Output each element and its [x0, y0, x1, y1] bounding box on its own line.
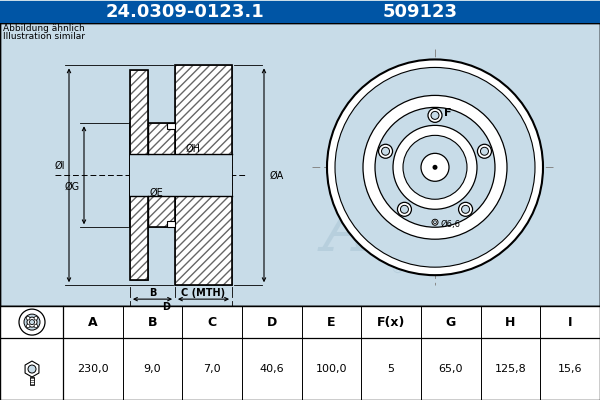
Circle shape [26, 316, 30, 320]
Bar [175, 66, 232, 285]
Bar [130, 123, 175, 227]
Bar [30, 377, 34, 385]
Text: F(x): F(x) [377, 316, 406, 329]
Circle shape [428, 108, 442, 122]
Text: 24.0309-0123.1: 24.0309-0123.1 [106, 2, 265, 20]
Circle shape [481, 147, 488, 155]
Circle shape [28, 365, 36, 373]
Text: ØE: ØE [149, 188, 163, 198]
Text: D: D [267, 316, 277, 329]
Text: 509123: 509123 [383, 2, 458, 20]
Text: Illustration similar: Illustration similar [3, 32, 85, 42]
Text: E: E [327, 316, 336, 329]
Text: G: G [446, 316, 456, 329]
Circle shape [379, 144, 392, 158]
Text: 5: 5 [388, 364, 395, 374]
Polygon shape [25, 361, 39, 377]
Circle shape [363, 96, 507, 239]
Text: 7,0: 7,0 [203, 364, 221, 374]
Text: ØI: ØI [55, 160, 65, 170]
Text: C (MTH): C (MTH) [181, 288, 226, 298]
Circle shape [34, 324, 38, 328]
Circle shape [26, 324, 30, 328]
Text: B: B [148, 316, 157, 329]
Circle shape [382, 147, 389, 155]
Text: 65,0: 65,0 [439, 364, 463, 374]
Circle shape [393, 125, 477, 209]
Text: Abbildung ähnlich: Abbildung ähnlich [3, 24, 85, 34]
Circle shape [432, 219, 438, 225]
Circle shape [27, 317, 37, 327]
Circle shape [421, 153, 449, 181]
Text: 100,0: 100,0 [316, 364, 347, 374]
Text: 40,6: 40,6 [260, 364, 284, 374]
Text: ØA: ØA [270, 170, 284, 180]
Text: ®: ® [390, 263, 404, 277]
Circle shape [397, 202, 412, 216]
Circle shape [327, 60, 543, 275]
Text: ØG: ØG [65, 182, 80, 192]
Text: 125,8: 125,8 [494, 364, 526, 374]
Text: A: A [88, 316, 98, 329]
Circle shape [335, 68, 535, 267]
Text: H: H [505, 316, 515, 329]
Circle shape [461, 205, 470, 213]
Text: D: D [162, 302, 170, 312]
Bar [0, 306, 600, 400]
Circle shape [403, 135, 467, 199]
Bar [130, 160, 148, 190]
Bar [175, 66, 232, 285]
Text: Ø6,6: Ø6,6 [441, 220, 461, 229]
Text: I: I [568, 316, 572, 329]
Text: ØH: ØH [186, 143, 201, 153]
Circle shape [29, 320, 35, 325]
Text: C: C [208, 316, 217, 329]
Circle shape [375, 107, 495, 227]
Circle shape [478, 144, 491, 158]
Bar [0, 0, 600, 22]
Circle shape [458, 202, 473, 216]
Bar [167, 221, 175, 227]
Text: 15,6: 15,6 [558, 364, 583, 374]
Circle shape [433, 165, 437, 170]
Circle shape [433, 221, 437, 224]
Text: F: F [444, 108, 452, 118]
Circle shape [431, 111, 439, 119]
Circle shape [34, 316, 38, 320]
Bar [130, 123, 175, 227]
Bar [130, 70, 148, 280]
Circle shape [19, 309, 45, 335]
Bar [130, 154, 232, 196]
Bar [0, 22, 600, 306]
Bar [130, 70, 148, 280]
Text: 230,0: 230,0 [77, 364, 109, 374]
Text: 9,0: 9,0 [143, 364, 161, 374]
Text: B: B [149, 288, 156, 298]
Bar [0, 22, 600, 306]
Circle shape [400, 205, 409, 213]
Text: Ate: Ate [323, 195, 457, 266]
Bar [167, 123, 175, 129]
Circle shape [24, 314, 40, 330]
